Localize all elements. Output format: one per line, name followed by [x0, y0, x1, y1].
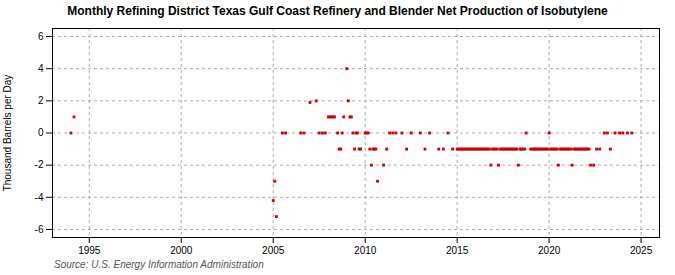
- svg-text:2010: 2010: [354, 245, 377, 256]
- svg-text:2005: 2005: [262, 245, 285, 256]
- svg-text:2025: 2025: [630, 245, 653, 256]
- svg-text:2020: 2020: [538, 245, 561, 256]
- svg-text:-4: -4: [35, 192, 44, 203]
- html-text:Monthly Refining District Texa: Monthly Refining District Texas Gulf Coa…: [67, 4, 608, 18]
- svg-text:0: 0: [38, 127, 44, 138]
- html-text:Source: U.S. Energy Informatio: Source: U.S. Energy Information Administ…: [54, 259, 264, 270]
- svg-text:4: 4: [38, 63, 44, 74]
- svg-text:-2: -2: [35, 159, 44, 170]
- svg-text:2015: 2015: [446, 245, 469, 256]
- svg-text:-6: -6: [35, 224, 44, 235]
- svg-text:Thousand Barrels per Day: Thousand Barrels per Day: [2, 75, 13, 192]
- svg-text:6: 6: [38, 31, 44, 42]
- svg-text:2: 2: [38, 95, 44, 106]
- svg-text:1995: 1995: [78, 245, 101, 256]
- svg-text:2000: 2000: [170, 245, 193, 256]
